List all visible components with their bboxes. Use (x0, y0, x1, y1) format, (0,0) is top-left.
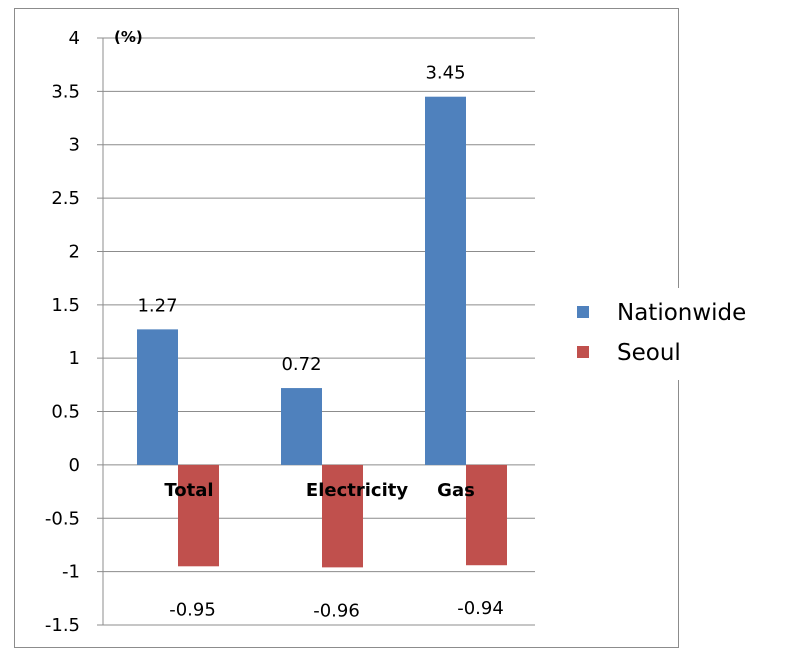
data-labels: 1.27 -0.95 0.72 -0.96 3.45 -0.94 (137, 63, 503, 622)
y-tick-label: 2 (69, 241, 80, 262)
y-tick-label: 2.5 (51, 188, 80, 209)
y-tick-label: 0 (69, 455, 80, 476)
y-tick-label: 3.5 (51, 81, 80, 102)
legend-swatch (577, 346, 589, 358)
y-tick-label: -1 (62, 562, 80, 583)
category-label: Gas (437, 480, 475, 501)
legend-label: Nationwide (617, 300, 746, 326)
data-label-nationwide: 1.27 (137, 295, 177, 316)
data-label-seoul: -0.94 (457, 598, 504, 619)
y-tick-label: 0.5 (51, 402, 80, 423)
category-labels: Total Electricity Gas (164, 480, 474, 501)
legend-swatch (577, 306, 589, 318)
legend-box (598, 288, 798, 380)
data-label-nationwide: 0.72 (281, 354, 321, 375)
y-axis-tick-labels: 4 3.5 3 2.5 2 1.5 1 0.5 0 -0.5 -1 -1.5 (45, 28, 80, 636)
bar-seoul (178, 464, 219, 567)
data-label-nationwide: 3.45 (425, 63, 465, 84)
bar-seoul (322, 464, 363, 568)
bars (137, 96, 507, 568)
category-label: Electricity (306, 480, 408, 501)
y-tick-label: -1.5 (45, 615, 80, 636)
data-label-seoul: -0.95 (169, 599, 216, 620)
y-tick-label: 3 (69, 135, 80, 156)
legend: Nationwide Seoul (577, 288, 798, 380)
y-tick-label: 1 (69, 348, 80, 369)
unit-label: (%) (114, 28, 143, 46)
y-tick-label: 1.5 (51, 295, 80, 316)
y-tick-label: -0.5 (45, 508, 80, 529)
bar-nationwide (425, 96, 466, 465)
bar-seoul (466, 464, 507, 566)
bar-nationwide (137, 329, 178, 465)
bar-nationwide (281, 388, 322, 465)
category-label: Total (164, 480, 213, 501)
legend-label: Seoul (617, 340, 681, 366)
y-tick-label: 4 (69, 28, 80, 49)
data-label-seoul: -0.96 (313, 600, 360, 621)
